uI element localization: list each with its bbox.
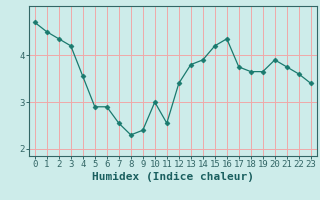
X-axis label: Humidex (Indice chaleur): Humidex (Indice chaleur): [92, 172, 254, 182]
